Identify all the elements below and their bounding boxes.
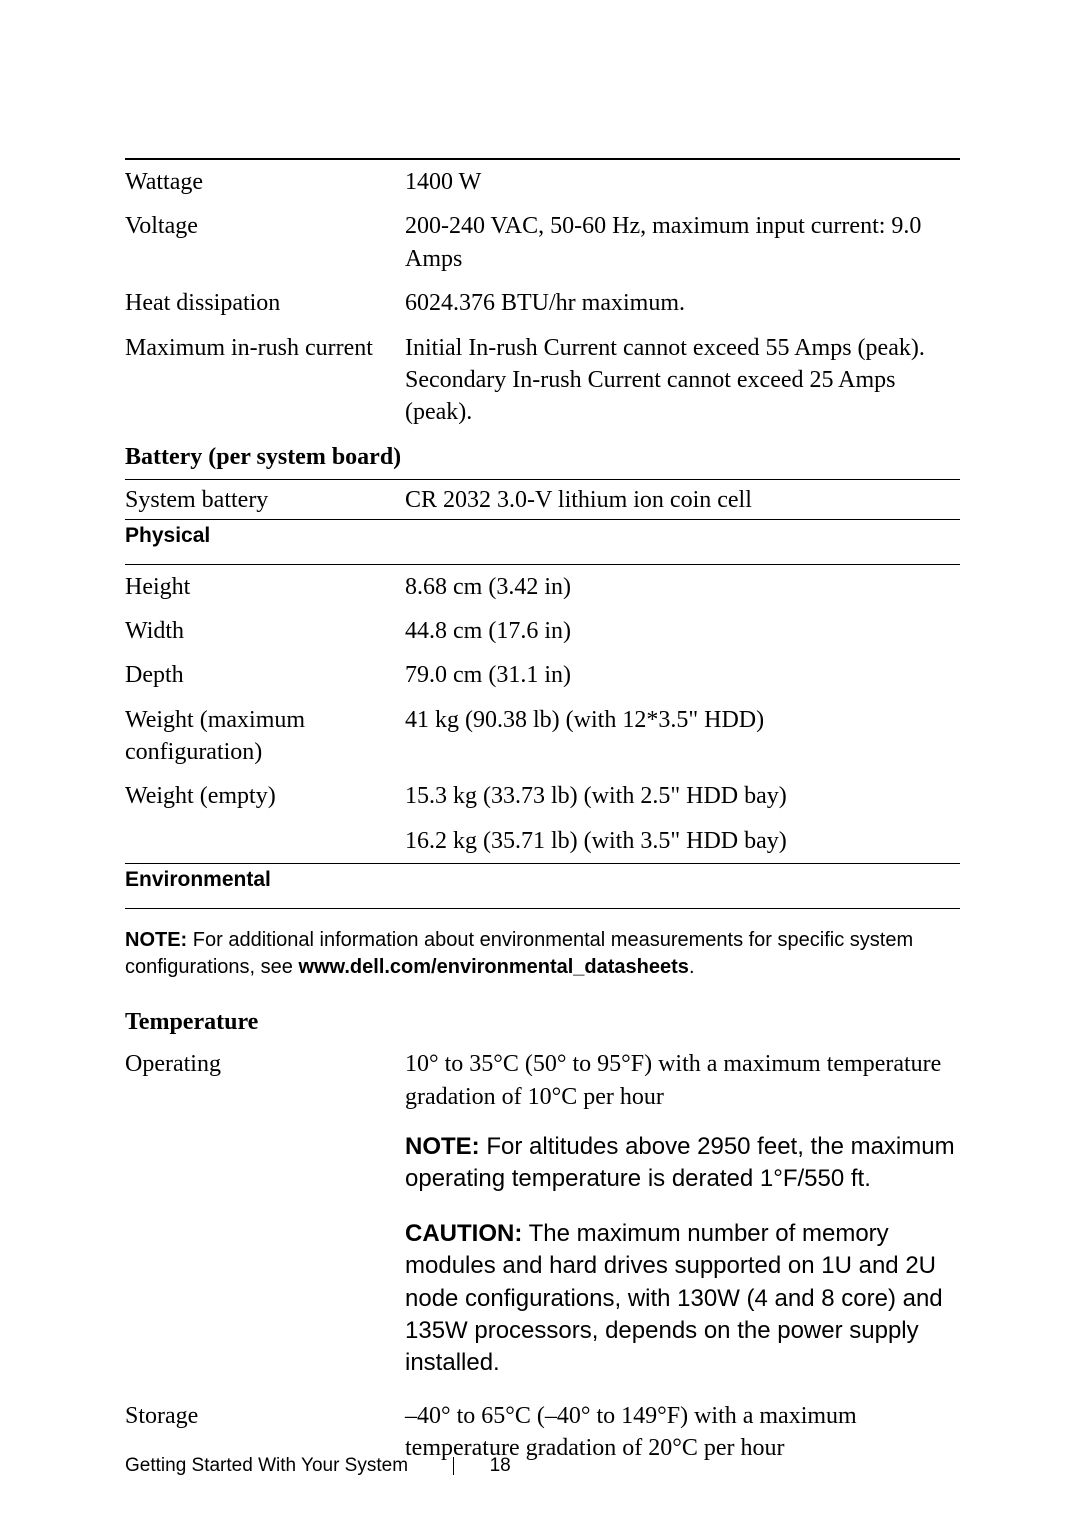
note-text: For altitudes above 2950 feet, the maxim… [405, 1133, 955, 1192]
spec-row-extra: CAUTION: The maximum number of memory mo… [125, 1202, 960, 1386]
physical-header: Physical [125, 520, 960, 564]
spec-value: 41 kg (90.38 lb) (with 12*3.5" HDD) [405, 704, 960, 736]
spec-label: Weight (empty) [125, 780, 405, 812]
spec-row: Weight (maximum configuration) 41 kg (90… [125, 698, 960, 775]
spec-row-extra: 16.2 kg (35.71 lb) (with 3.5" HDD bay) [125, 819, 960, 863]
spec-label: Height [125, 571, 405, 603]
spec-value: 200-240 VAC, 50-60 Hz, maximum input cur… [405, 210, 960, 275]
spec-row: Voltage 200-240 VAC, 50-60 Hz, maximum i… [125, 204, 960, 281]
spec-value: CR 2032 3.0-V lithium ion coin cell [405, 484, 960, 516]
spacer [125, 1212, 405, 1380]
environmental-note: NOTE: For additional information about e… [125, 909, 960, 991]
spec-value: 15.3 kg (33.73 lb) (with 2.5" HDD bay) [405, 780, 960, 812]
spec-label: System battery [125, 484, 405, 516]
note-period: . [689, 956, 695, 978]
spec-row: Wattage 1400 W [125, 160, 960, 204]
spec-row: System battery CR 2032 3.0-V lithium ion… [125, 480, 960, 518]
caution-label: CAUTION: [405, 1220, 522, 1247]
battery-header-row: Battery (per system board) [125, 435, 960, 479]
spec-value: Initial In-rush Current cannot exceed 55… [405, 332, 960, 429]
spec-value: 16.2 kg (35.71 lb) (with 3.5" HDD bay) [405, 825, 960, 857]
spec-row: Weight (empty) 15.3 kg (33.73 lb) (with … [125, 774, 960, 818]
spec-label: Maximum in-rush current [125, 332, 405, 364]
spec-label: Operating [125, 1048, 405, 1080]
spacer [125, 825, 405, 857]
spec-label: Heat dissipation [125, 287, 405, 319]
spec-label: Storage [125, 1400, 405, 1432]
spec-row: Heat dissipation 6024.376 BTU/hr maximum… [125, 281, 960, 325]
footer-text: Getting Started With Your System [125, 1455, 408, 1476]
spec-value: 44.8 cm (17.6 in) [405, 615, 960, 647]
spec-value: 6024.376 BTU/hr maximum. [405, 287, 960, 319]
operating-caution: CAUTION: The maximum number of memory mo… [405, 1212, 960, 1380]
operating-note: NOTE: For altitudes above 2950 feet, the… [405, 1125, 960, 1196]
note-url: www.dell.com/environmental_datasheets [298, 956, 689, 978]
spec-label: Width [125, 615, 405, 647]
spec-row: Depth 79.0 cm (31.1 in) [125, 653, 960, 697]
spec-label: Depth [125, 659, 405, 691]
spacer [125, 1125, 405, 1196]
spec-row: Height 8.68 cm (3.42 in) [125, 565, 960, 609]
spec-row: Width 44.8 cm (17.6 in) [125, 609, 960, 653]
spec-label: Weight (maximum configuration) [125, 704, 405, 769]
spec-row-extra: NOTE: For altitudes above 2950 feet, the… [125, 1119, 960, 1202]
spec-label: Voltage [125, 210, 405, 242]
spec-value: 8.68 cm (3.42 in) [405, 571, 960, 603]
spec-value: 79.0 cm (31.1 in) [405, 659, 960, 691]
battery-header: Battery (per system board) [125, 441, 960, 473]
spec-label: Wattage [125, 166, 405, 198]
spec-row: Operating 10° to 35°C (50° to 95°F) with… [125, 1042, 960, 1119]
environmental-header: Environmental [125, 864, 960, 908]
page-footer: Getting Started With Your System 18 [125, 1455, 511, 1477]
note-label: NOTE: [125, 929, 187, 951]
spec-value: 1400 W [405, 166, 960, 198]
footer-page-number: 18 [490, 1455, 511, 1476]
spec-value: 10° to 35°C (50° to 95°F) with a maximum… [405, 1048, 960, 1113]
temperature-header: Temperature [125, 991, 960, 1042]
spec-row: Maximum in-rush current Initial In-rush … [125, 326, 960, 435]
footer-separator [453, 1457, 454, 1475]
note-label: NOTE: [405, 1133, 480, 1160]
